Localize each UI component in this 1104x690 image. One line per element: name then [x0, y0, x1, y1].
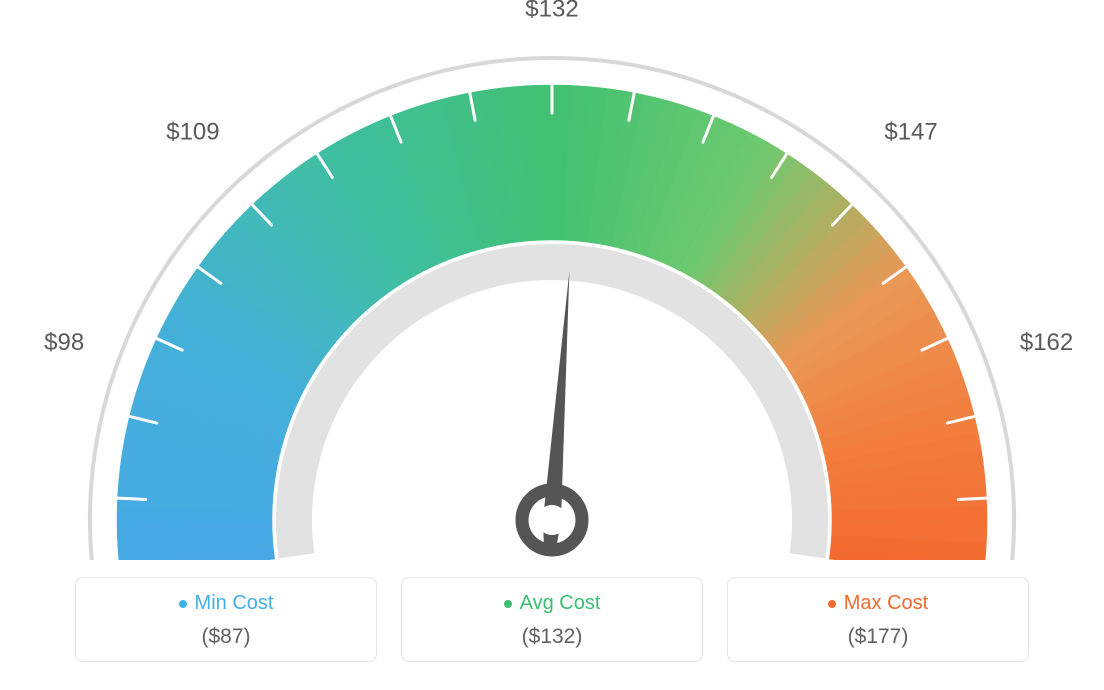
scale-label: $162	[1020, 329, 1073, 356]
legend-avg-value: ($132)	[402, 625, 702, 649]
legend-avg-box: Avg Cost ($132)	[401, 577, 703, 662]
scale-label: $109	[166, 119, 219, 146]
legend-min-box: Min Cost ($87)	[75, 577, 377, 662]
scale-label: $147	[884, 119, 937, 146]
legend-max-box: Max Cost ($177)	[727, 577, 1029, 662]
legend-avg-title: Avg Cost	[504, 592, 601, 615]
gauge-hub-hole	[537, 505, 567, 535]
gauge-svg: $87$98$109$132$147$162$177	[0, 0, 1104, 560]
scale-label: $98	[44, 329, 84, 356]
legend-max-value: ($177)	[728, 625, 1028, 649]
cost-gauge-chart: $87$98$109$132$147$162$177 Min Cost ($87…	[0, 0, 1104, 690]
legend-min-title: Min Cost	[179, 592, 274, 615]
legend-max-title: Max Cost	[828, 592, 928, 615]
scale-label: $132	[525, 0, 578, 22]
legend-min-value: ($87)	[76, 625, 376, 649]
legend-row: Min Cost ($87) Avg Cost ($132) Max Cost …	[0, 577, 1104, 662]
